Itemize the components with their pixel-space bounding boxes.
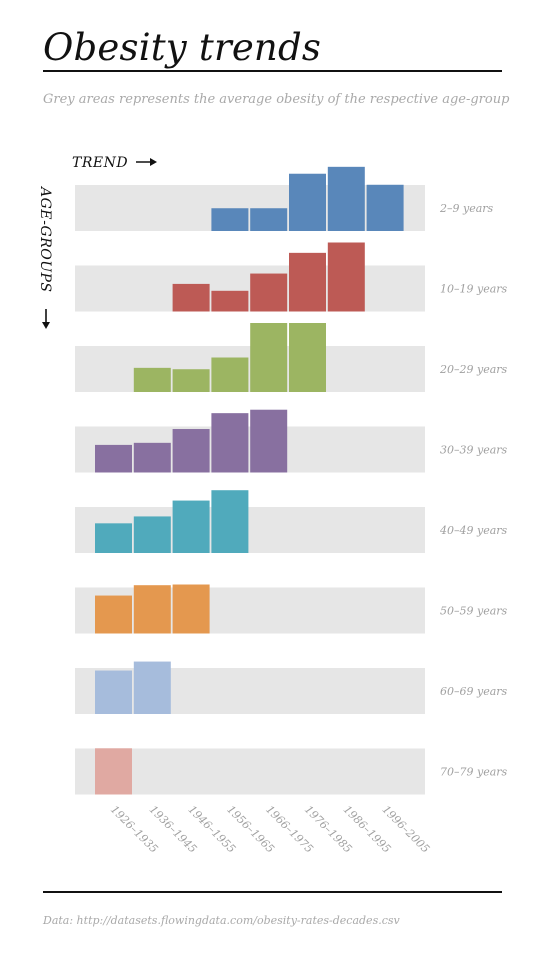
avg-band — [75, 426, 425, 473]
bar — [95, 670, 132, 714]
bar — [172, 500, 210, 553]
age-group-label: 60–69 years — [440, 685, 508, 698]
trend-label: TREND — [72, 155, 128, 171]
bar — [95, 595, 132, 634]
age-group-label: 10–19 years — [440, 283, 508, 296]
bar — [133, 661, 171, 714]
source-rule — [43, 891, 502, 893]
bar — [250, 208, 288, 231]
avg-band — [75, 587, 425, 634]
avg-band — [75, 748, 425, 795]
bar — [133, 585, 171, 634]
bar — [172, 369, 210, 392]
age-group-label: 30–39 years — [440, 444, 508, 457]
bar — [289, 323, 326, 392]
age-group-label: 2–9 years — [439, 202, 494, 215]
age-group-label: 70–79 years — [440, 766, 508, 779]
trend-arrowhead-icon — [150, 158, 157, 166]
age-groups-arrowhead-icon — [42, 322, 50, 329]
bar — [95, 748, 132, 795]
bar — [172, 584, 210, 634]
title-rule — [43, 70, 502, 72]
bar — [250, 273, 288, 312]
age-group-label: 40–49 years — [439, 524, 508, 537]
bar — [289, 252, 326, 312]
bar — [95, 523, 132, 553]
bar — [366, 184, 404, 231]
age-groups-label: AGE-GROUPS — [37, 185, 53, 293]
age-group-label: 50–59 years — [440, 605, 508, 618]
bar — [250, 409, 288, 473]
bar — [327, 166, 365, 231]
bar — [211, 490, 249, 553]
bar — [211, 357, 249, 392]
bar — [133, 367, 171, 392]
bar — [172, 429, 210, 473]
bar — [211, 413, 249, 473]
avg-band — [75, 668, 425, 714]
bar — [250, 323, 288, 392]
bar — [95, 444, 132, 473]
bar — [211, 290, 249, 312]
bar — [133, 516, 171, 553]
bar — [327, 242, 365, 312]
bar — [211, 208, 249, 231]
avg-band — [75, 346, 425, 392]
bar — [172, 283, 210, 312]
bar — [289, 173, 326, 231]
chart-subtitle: Grey areas represents the average obesit… — [43, 92, 510, 107]
age-group-label: 20–29 years — [439, 363, 508, 376]
data-source: Data: http://datasets.flowingdata.com/ob… — [43, 914, 400, 927]
avg-band — [75, 507, 425, 553]
avg-band — [75, 265, 425, 312]
chart-title: Obesity trends — [43, 26, 322, 69]
bar — [133, 442, 171, 473]
